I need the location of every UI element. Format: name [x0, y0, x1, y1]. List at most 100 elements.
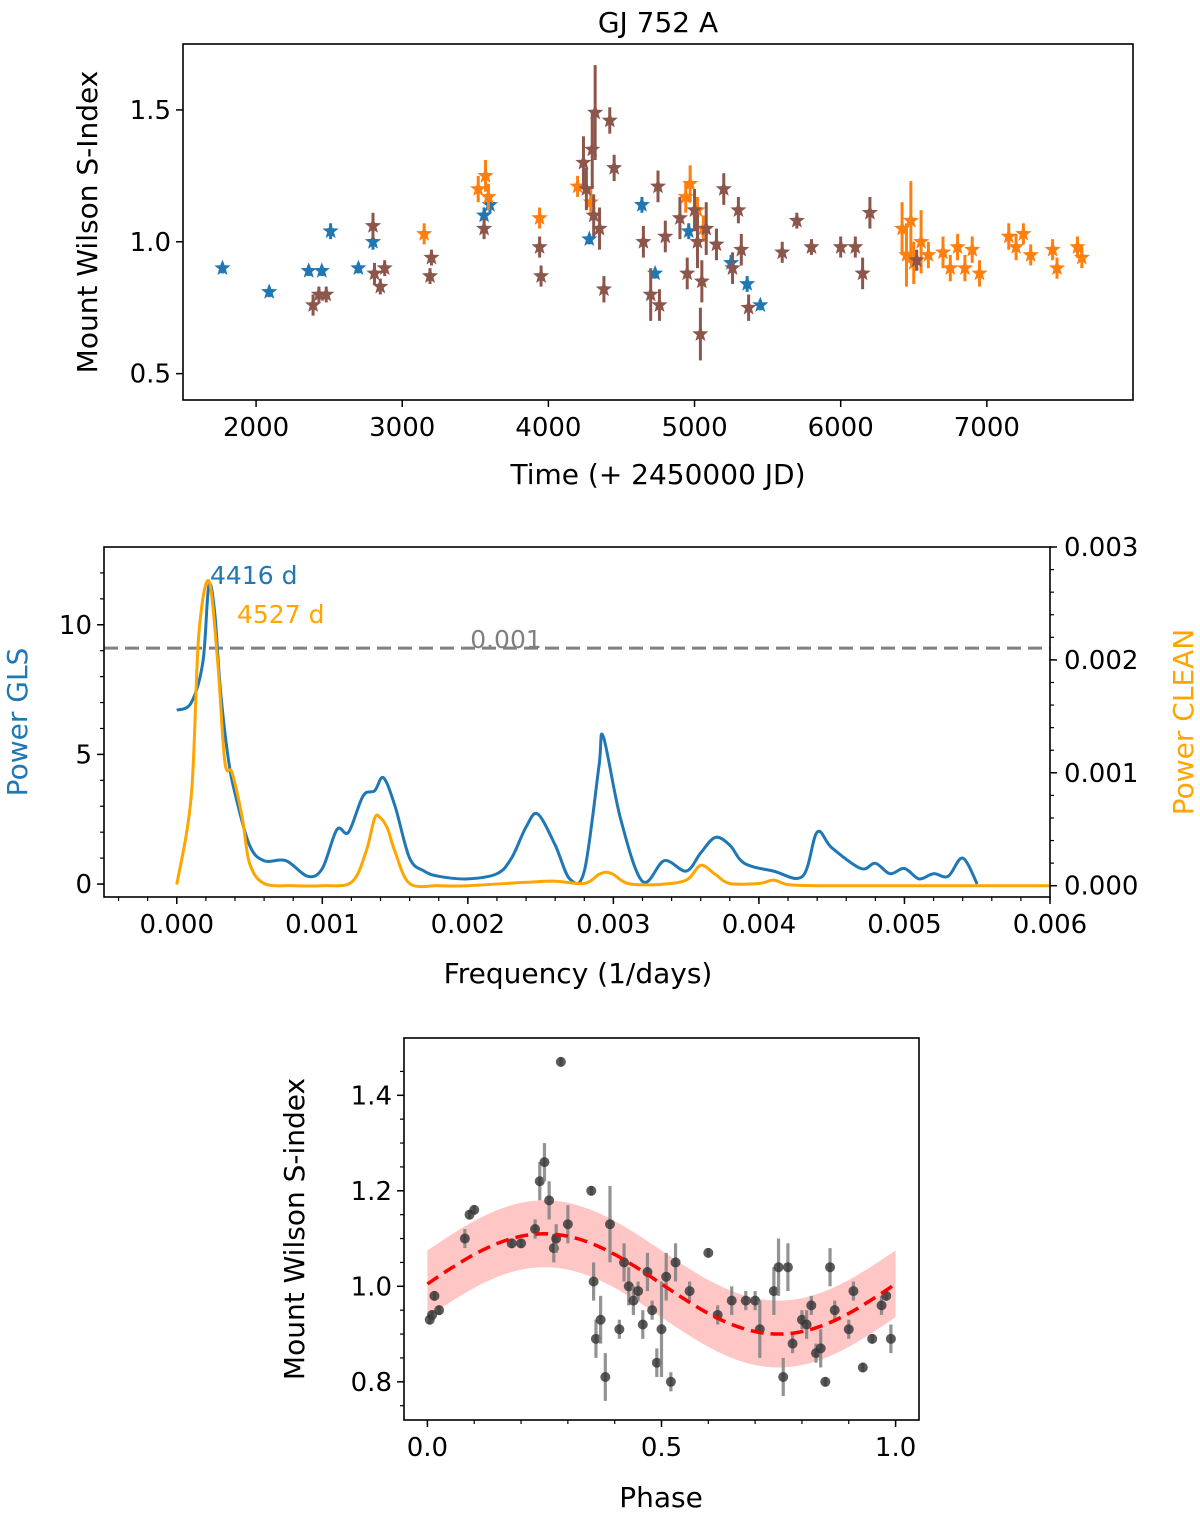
p1-point-orange	[1044, 241, 1061, 257]
p3-y-tick-label: 1.0	[351, 1272, 392, 1302]
p3-point	[782, 1262, 793, 1273]
p1-point-orange	[1022, 246, 1039, 262]
p1-point-blue	[261, 283, 278, 299]
p3-point	[427, 1309, 438, 1320]
p2-y-left-tick-label: 10	[59, 611, 92, 641]
annotation-clean-period: 4527 d	[237, 600, 324, 629]
p1-point-blue	[581, 230, 598, 246]
p1-point-orange	[1048, 259, 1066, 275]
p3-point	[740, 1295, 751, 1306]
p3-point	[778, 1372, 789, 1383]
p1-point-orange	[913, 233, 930, 249]
p1-point-brown	[531, 238, 548, 254]
p1-point-blue	[476, 206, 493, 223]
panel-phase-folded: 0.0 0.5 1.0 0.8 1.0 1.2 1.4 Phase Mount Wilso…	[278, 1037, 920, 1514]
p1-point-brown	[606, 159, 623, 175]
p1-point-orange	[1008, 238, 1025, 254]
p1-point-brown	[689, 233, 706, 249]
p1-point-brown	[908, 251, 925, 268]
p1-x-tick-label: 2000	[223, 413, 289, 443]
p1-point-orange	[470, 180, 487, 196]
p1-y-label: Mount Wilson S-Index	[71, 71, 104, 374]
series-line-clean	[175, 579, 1050, 889]
p3-point	[726, 1295, 737, 1306]
p1-point-brown	[533, 267, 550, 283]
p2-y-ticks-left: 0 5 10	[59, 572, 104, 900]
p1-point-brown	[366, 264, 383, 281]
p3-y-tick-label: 1.4	[351, 1081, 392, 1111]
p1-point-blue	[214, 259, 231, 275]
p1-point-blue	[752, 296, 769, 312]
p3-point	[628, 1295, 639, 1306]
p3-x-label: Phase	[619, 1481, 703, 1514]
p1-point-brown	[421, 267, 439, 283]
p1-point-blue	[680, 222, 697, 239]
panel-time-series: GJ 752 A 2000 3000 4000 5000 6000 7000 0.5 1.0…	[71, 6, 1134, 491]
p1-point-brown	[578, 180, 595, 196]
p3-point	[656, 1324, 667, 1335]
p3-point	[703, 1247, 714, 1258]
p1-x-tick-label: 5000	[661, 413, 727, 443]
p1-point-brown	[847, 238, 864, 254]
p3-point	[670, 1257, 681, 1268]
p1-y-tick-label: 1.5	[130, 96, 171, 126]
p3-point	[820, 1376, 831, 1387]
p3-point	[459, 1233, 470, 1244]
p3-point	[516, 1238, 527, 1249]
p1-point-brown	[651, 296, 668, 312]
p1-point-orange	[682, 175, 699, 191]
p1-point-brown	[730, 201, 747, 217]
p2-x-tick-label: 0.004	[722, 910, 796, 940]
p3-point	[876, 1300, 887, 1311]
p3-point	[773, 1262, 784, 1273]
p1-axes-frame	[182, 43, 1134, 401]
p3-y-tick-label: 0.8	[351, 1368, 392, 1398]
p3-x-ticks: 0.0 0.5 1.0	[407, 1420, 916, 1463]
p2-plot-area	[104, 579, 1050, 889]
p1-point-brown	[423, 249, 440, 265]
p2-y-label-left: Power GLS	[1, 648, 34, 797]
p1-point-orange	[971, 264, 988, 281]
p1-point-orange	[1015, 225, 1032, 241]
p1-point-brown	[671, 209, 688, 225]
p1-point-brown	[372, 278, 389, 294]
p1-point-blue	[313, 262, 330, 278]
p3-point	[555, 1056, 566, 1067]
p1-point-orange	[934, 243, 952, 260]
p3-point	[661, 1271, 672, 1282]
p1-point-brown	[595, 280, 612, 297]
p3-point	[801, 1319, 812, 1330]
p3-y-label: Mount Wilson S-index	[278, 1078, 311, 1380]
p1-point-brown	[376, 259, 393, 275]
p1-point-brown	[686, 201, 703, 217]
p1-point-blue	[322, 222, 339, 239]
p3-x-tick-label: 0.5	[641, 1433, 682, 1463]
p1-point-blue	[739, 275, 756, 291]
p3-point	[633, 1286, 644, 1297]
p3-point	[595, 1314, 606, 1325]
p1-point-brown	[642, 286, 659, 302]
p1-point-brown	[657, 228, 674, 244]
p1-point-orange	[920, 246, 937, 262]
p1-plot-area	[214, 65, 1090, 361]
p3-point	[857, 1362, 868, 1373]
p1-point-orange	[902, 212, 919, 228]
p1-y-ticks: 0.5 1.0 1.5	[130, 96, 183, 390]
p3-point	[534, 1176, 545, 1187]
p1-point-orange	[1069, 238, 1086, 254]
p2-x-tick-label: 0.000	[140, 910, 214, 940]
p2-y-label-right: Power CLEAN	[1167, 629, 1200, 816]
p3-point	[600, 1372, 611, 1383]
fit-line	[426, 1232, 897, 1336]
p3-point	[665, 1376, 676, 1387]
p1-point-brown	[740, 299, 757, 315]
p3-point	[806, 1300, 817, 1311]
p2-x-tick-label: 0.006	[1013, 910, 1087, 940]
p1-point-blue	[633, 196, 650, 212]
panel-periodogram: 0.001 4416 d 4527 d 0.000 0.001 0.002 0.003…	[1, 533, 1200, 990]
p3-point	[768, 1286, 779, 1297]
p1-point-brown	[587, 104, 604, 120]
p1-point-brown	[692, 325, 709, 341]
p1-point-brown	[774, 243, 791, 260]
